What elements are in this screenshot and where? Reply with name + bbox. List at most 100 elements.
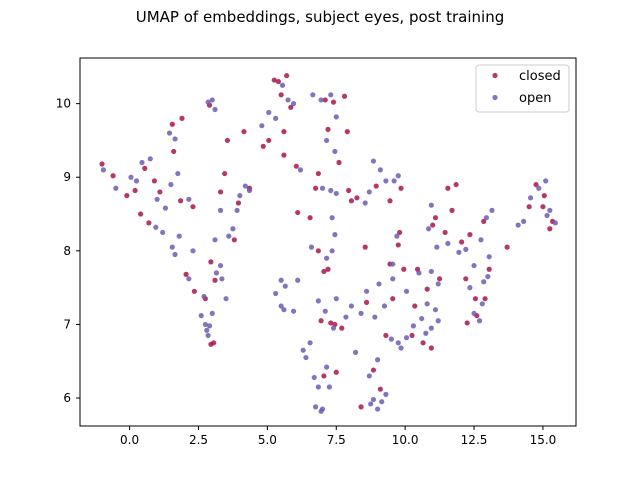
data-point-closed (179, 115, 185, 121)
data-point-open (410, 323, 417, 329)
data-point-open (333, 114, 339, 120)
data-point-closed (424, 286, 430, 292)
data-point-open (290, 308, 297, 314)
data-point-open (282, 283, 288, 289)
data-point-open (204, 327, 210, 333)
data-point-closed (281, 152, 287, 158)
data-point-closed (110, 173, 116, 179)
series-closed (99, 73, 556, 410)
data-point-closed (377, 386, 383, 392)
data-point-open (176, 233, 182, 239)
data-point-closed (325, 126, 331, 132)
data-point-open (201, 293, 207, 300)
plot-frame (79, 57, 577, 427)
data-point-open (403, 335, 410, 341)
data-point-closed (208, 341, 214, 347)
data-point-open (425, 226, 432, 232)
data-point-closed (459, 239, 465, 245)
data-point-open (390, 276, 396, 282)
data-point-closed (315, 248, 321, 254)
data-point-open (486, 254, 492, 260)
data-point-closed (190, 204, 196, 210)
data-point-open (307, 340, 313, 346)
data-point-open (428, 268, 434, 275)
data-point-closed (278, 92, 284, 98)
data-point-closed (284, 73, 290, 79)
data-point-open (471, 262, 477, 269)
data-point-open (467, 285, 473, 291)
data-point-open (160, 229, 166, 236)
data-point-open (391, 178, 397, 184)
data-point-open (273, 290, 279, 297)
data-point-closed (333, 369, 339, 375)
data-point-open (489, 207, 495, 213)
data-point-open (319, 406, 326, 412)
data-point-closed (453, 181, 459, 188)
data-point-closed (398, 185, 404, 191)
data-point-closed (171, 148, 177, 155)
data-point-closed (177, 198, 184, 204)
data-point-open (372, 314, 378, 320)
data-point-closed (395, 242, 401, 248)
data-point-closed (208, 259, 214, 265)
series-open (100, 82, 558, 414)
data-point-open (212, 237, 218, 243)
data-point-closed (325, 266, 331, 272)
data-point-open (133, 178, 140, 184)
data-point-open (463, 246, 469, 252)
data-point-open (328, 92, 334, 98)
data-point-closed (271, 77, 277, 83)
data-point-open (358, 310, 364, 316)
data-point-open (172, 251, 178, 258)
x-tick-label: 2.5 (189, 433, 208, 447)
data-point-open (419, 315, 425, 322)
data-point-open (536, 185, 542, 191)
data-point-closed (295, 209, 301, 216)
data-point-open (147, 156, 153, 162)
data-point-closed (266, 137, 272, 144)
data-point-closed (482, 296, 488, 302)
data-point-open (285, 97, 291, 103)
data-point-open (295, 277, 301, 283)
data-point-closed (313, 185, 319, 191)
data-point-open (297, 167, 304, 173)
data-point-closed (99, 161, 105, 167)
data-point-open (153, 224, 159, 230)
data-point-closed (307, 215, 313, 221)
data-point-open (543, 178, 549, 184)
data-point-closed (420, 340, 426, 346)
data-point-open (139, 159, 145, 166)
data-point-open (278, 303, 284, 309)
x-tick-label: 10.0 (392, 433, 419, 447)
data-point-closed (132, 187, 138, 194)
data-point-closed (547, 226, 553, 232)
data-point-open (128, 174, 134, 180)
data-point-open (206, 323, 213, 329)
data-point-closed (275, 78, 281, 85)
data-point-open (547, 207, 553, 213)
data-point-open (326, 384, 332, 390)
data-point-closed (321, 268, 327, 275)
y-tick-label: 10 (56, 97, 71, 111)
data-point-closed (330, 99, 337, 105)
data-point-open (428, 325, 434, 331)
data-point-closed (341, 93, 348, 99)
data-point-closed (428, 345, 434, 351)
data-point-open (471, 310, 477, 316)
data-point-closed (151, 178, 157, 184)
data-point-closed (358, 404, 364, 410)
data-point-open (234, 207, 240, 213)
data-point-open (237, 193, 243, 199)
data-point-closed (467, 232, 473, 238)
data-point-closed (354, 195, 360, 201)
data-point-closed (463, 276, 469, 282)
data-point-open (333, 190, 339, 197)
data-point-closed (370, 367, 377, 373)
data-point-open (175, 170, 181, 177)
data-point-open (395, 340, 401, 346)
data-point-closed (541, 193, 547, 199)
data-point-open (186, 196, 192, 202)
data-point-closed (430, 222, 436, 228)
data-point-closed (526, 204, 532, 210)
